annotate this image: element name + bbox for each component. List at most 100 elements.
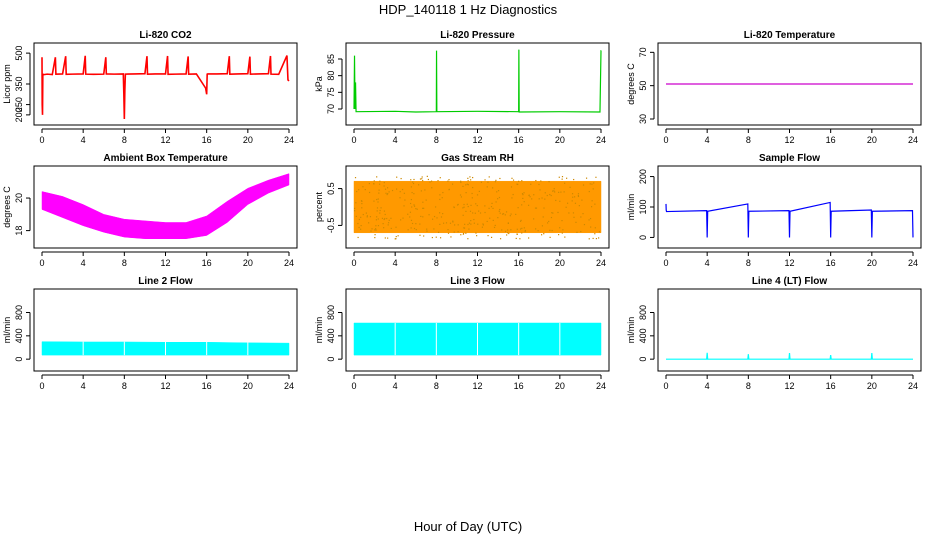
y-tick-label: 200 [14, 107, 24, 122]
data-point [465, 210, 467, 213]
data-point [475, 232, 477, 234]
data-point [430, 180, 433, 182]
data-point [482, 224, 484, 226]
data-point [410, 186, 412, 188]
data-point [378, 189, 380, 191]
panel-ambient-box-temperature: Ambient Box Temperature degrees C 0 4 8 12 16 2… [2, 153, 298, 268]
data-point [478, 210, 480, 212]
data-point [375, 225, 377, 227]
data-point [465, 192, 467, 194]
y-tick-label: 0 [638, 235, 648, 240]
data-point [550, 216, 553, 219]
data-point [423, 207, 425, 209]
x-tick-label: 0 [663, 135, 668, 145]
data-point [466, 183, 468, 185]
x-tick-label: 8 [746, 381, 751, 391]
data-point [463, 206, 465, 208]
data-point [480, 181, 483, 183]
data-point [499, 238, 502, 240]
data-point [447, 232, 450, 234]
x-tick-label: 8 [434, 135, 439, 145]
data-point [510, 213, 512, 215]
x-tick-label: 16 [514, 135, 524, 145]
data-point [365, 212, 367, 214]
data-point [383, 210, 386, 212]
data-point [504, 214, 506, 216]
data-point [566, 177, 568, 179]
data-point [418, 184, 420, 186]
data-point [421, 178, 423, 180]
data-point [442, 222, 445, 224]
data-point [522, 197, 524, 199]
data-point [384, 217, 386, 220]
data-point [379, 180, 381, 182]
panel-line-2-flow: Line 2 Flow ml/min 0 4 8 12 16 20 24 0 400 800 [2, 276, 298, 391]
data-point [375, 228, 377, 230]
data-point [524, 231, 526, 233]
data-point [473, 222, 475, 224]
x-tick-label: 16 [826, 381, 836, 391]
data-point [479, 212, 482, 214]
data-point [456, 204, 459, 206]
y-tick-label: 70 [326, 104, 336, 114]
y-tick-label: 250 [14, 97, 24, 112]
data-point [489, 217, 491, 219]
data-point [382, 223, 384, 225]
x-tick-label: 4 [393, 135, 398, 145]
data-point [470, 223, 472, 225]
series-sample-flow [665, 201, 914, 238]
data-point [580, 216, 582, 218]
data-point [409, 211, 412, 213]
data-point [593, 182, 595, 184]
data-point [470, 204, 472, 206]
data-point [390, 217, 392, 219]
data-point [519, 220, 522, 222]
data-point [539, 189, 541, 191]
data-point [589, 217, 592, 220]
data-point [387, 224, 389, 226]
data-point [476, 204, 478, 207]
data-point [383, 218, 385, 221]
data-point [512, 193, 514, 196]
x-tick-label: 8 [434, 381, 439, 391]
data-point [383, 182, 385, 184]
x-tick-label: 4 [705, 135, 710, 145]
data-point [386, 193, 388, 196]
data-point [448, 189, 450, 191]
data-point [528, 237, 530, 239]
data-point [431, 236, 433, 239]
x-axis: 0 4 8 12 16 20 24 [351, 251, 606, 268]
data-point [552, 212, 554, 214]
data-point [582, 213, 584, 215]
plot-frame [33, 42, 298, 126]
data-point [541, 225, 544, 227]
data-point [420, 215, 422, 218]
panel-line-4-lt-flow: Line 4 (LT) Flow ml/min 0 4 8 12 16 20 24 0 400 800 [626, 276, 922, 391]
data-point [437, 180, 439, 182]
band-area [41, 173, 290, 239]
data-point [563, 191, 565, 193]
data-point [512, 179, 515, 181]
data-point [590, 206, 593, 208]
data-point [511, 177, 513, 179]
data-point [411, 206, 413, 208]
data-point [495, 179, 497, 181]
panel-title: Li-820 CO2 [139, 30, 192, 41]
data-point [484, 179, 486, 181]
data-point [566, 202, 569, 204]
data-point [576, 231, 578, 233]
series-line-2-flow [41, 341, 290, 356]
data-point [499, 177, 501, 180]
data-point [589, 183, 591, 185]
y-tick-label: 18 [14, 226, 24, 236]
series-line [353, 49, 602, 113]
data-point [595, 237, 598, 240]
y-axis: 0 100 200 [638, 169, 655, 240]
data-point [473, 218, 475, 221]
data-point [535, 228, 537, 230]
x-tick-label: 12 [784, 258, 794, 268]
data-point [403, 205, 405, 207]
data-point [546, 194, 548, 197]
y-tick-label: 85 [326, 54, 336, 64]
